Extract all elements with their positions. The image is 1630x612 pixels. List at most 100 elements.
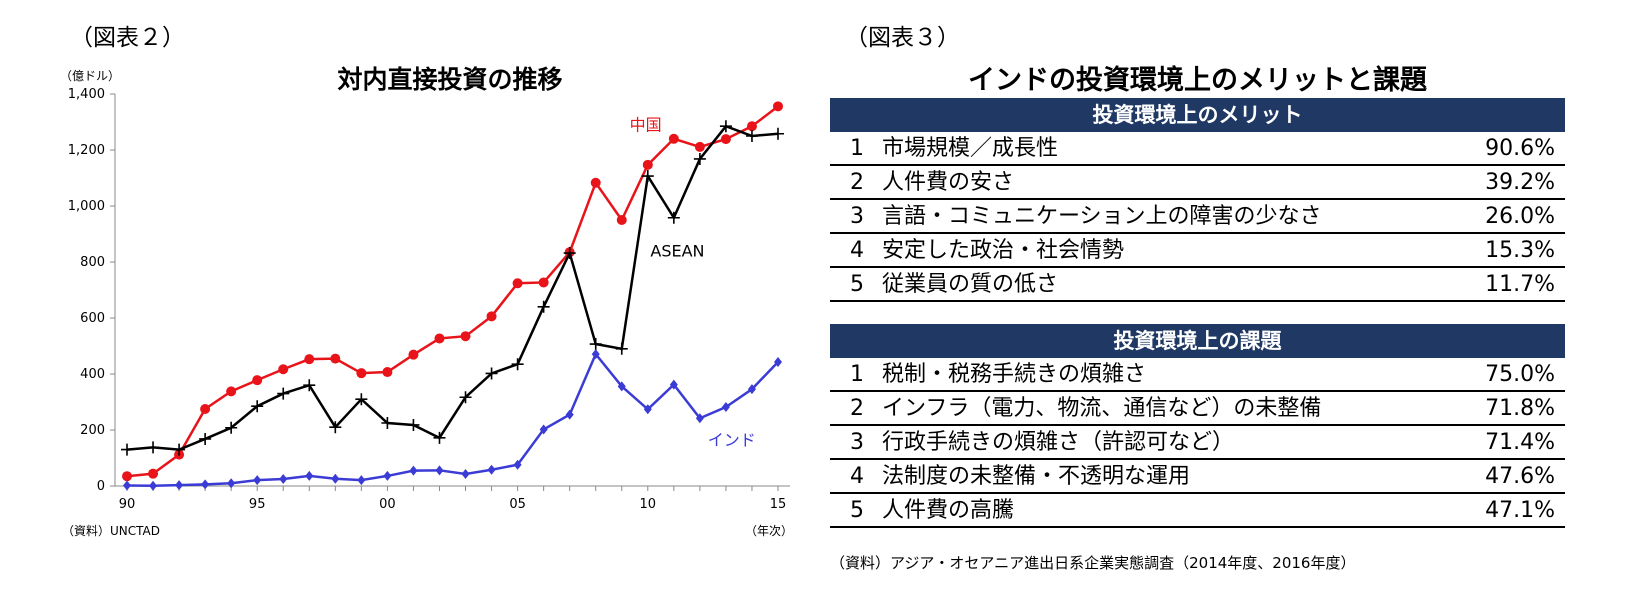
series-line [126,351,779,487]
y-tick-label: 600 [80,311,105,326]
data-point [278,364,289,375]
data-point [589,338,602,351]
data-point [590,177,601,188]
y-tick-label: 800 [80,255,105,270]
y-tick-label: 1,400 [68,87,105,102]
row-percent: 39.2% [1485,170,1555,195]
series-label: インド [708,430,756,449]
data-point [513,459,522,470]
x-tick-label: 10 [640,497,657,512]
data-point [121,443,133,456]
data-point [511,358,524,371]
data-point [695,413,704,424]
data-point [693,152,706,165]
data-point [382,367,393,378]
row-number: 1 [850,362,864,387]
data-point [642,159,653,170]
data-point [175,480,184,491]
row-percent: 75.0% [1485,362,1555,387]
data-point [694,141,705,152]
data-point [539,424,548,435]
row-number: 3 [850,430,864,455]
y-tick-label: 400 [80,367,105,382]
data-point [460,331,471,342]
x-tick-label: 00 [379,497,396,512]
table-title: インドの投資環境上のメリットと課題 [968,65,1427,96]
x-tick-label: 90 [119,497,136,512]
row-percent: 47.6% [1485,464,1555,489]
data-point [304,354,315,365]
issues-header: 投資環境上の課題 [830,324,1565,358]
x-tick-label: 95 [249,497,266,512]
data-point [330,353,341,364]
data-point [433,431,446,444]
series-line [126,105,779,478]
row-label: 法制度の未整備・不透明な運用 [882,464,1191,489]
data-point [123,480,131,491]
data-point [643,404,652,415]
data-point [486,311,497,322]
data-point [591,349,600,360]
data-point [303,379,316,392]
merit-row: 2 人件費の安さ 39.2% [830,166,1565,200]
data-point [357,475,366,486]
issue-row: 4 法制度の未整備・不透明な運用 47.6% [830,460,1565,494]
issue-row: 1 税制・税務手続きの煩雑さ 75.0% [830,358,1565,392]
row-percent: 90.6% [1485,136,1555,161]
data-point [355,393,368,406]
data-point [225,421,238,434]
data-point [668,133,679,144]
table-source: （資料）アジア・オセアニア進出日系企業実態調査（2014年度、2016年度） [830,554,1356,572]
data-point [409,465,418,476]
merit-row: 5 従業員の質の低さ 11.7% [830,268,1565,302]
data-point [356,368,367,379]
row-number: 2 [850,170,864,195]
row-percent: 47.1% [1485,498,1555,523]
data-point [148,468,159,479]
data-point [774,356,782,367]
data-point [485,367,498,380]
data-point [251,400,264,413]
data-point [201,479,210,490]
data-point [383,470,392,481]
row-label: 市場規模／成長性 [882,136,1059,161]
fdi-line-chart: 0 200 400 600 800 1,000 1,200 1,400 90 95 00 05 10 15… [68,87,790,512]
data-point [720,134,731,145]
y-tick-label: 0 [97,479,105,494]
issue-row: 5 人件費の高騰 47.1% [830,494,1565,528]
row-percent: 26.0% [1485,204,1555,229]
data-point [227,478,236,489]
data-point [149,480,158,491]
row-label: 税制・税務手続きの煩雑さ [882,362,1147,387]
data-point [563,247,576,260]
row-number: 3 [850,204,864,229]
data-point [773,101,783,112]
data-point [147,441,160,454]
data-point [772,127,784,140]
data-point [487,464,496,475]
data-point [746,121,757,132]
data-point [538,277,549,288]
data-point [669,379,678,390]
data-point [329,421,342,434]
merits-panel: 投資環境上のメリット 1 市場規模／成長性 90.6% 2 人件費の安さ 39.… [830,98,1565,302]
data-point [461,468,470,479]
data-point [667,211,680,224]
x-axis-unit-label: （年次） [745,524,794,538]
merit-row: 4 安定した政治・社会情勢 15.3% [830,234,1565,268]
data-point [721,402,730,413]
data-point [616,215,627,225]
series-label: 中国 [630,115,662,134]
data-point [226,386,237,397]
row-label: 従業員の質の低さ [882,272,1059,297]
data-point [435,465,444,476]
data-point [305,470,314,481]
row-number: 4 [850,238,864,263]
data-point [407,418,420,431]
row-percent: 71.4% [1485,430,1555,455]
row-number: 2 [850,396,864,421]
data-point [277,387,290,400]
figure-2-label: （図表２） [70,25,185,51]
y-tick-label: 200 [80,423,105,438]
row-label: 行政手続きの煩雑さ（許認可など） [882,430,1235,455]
